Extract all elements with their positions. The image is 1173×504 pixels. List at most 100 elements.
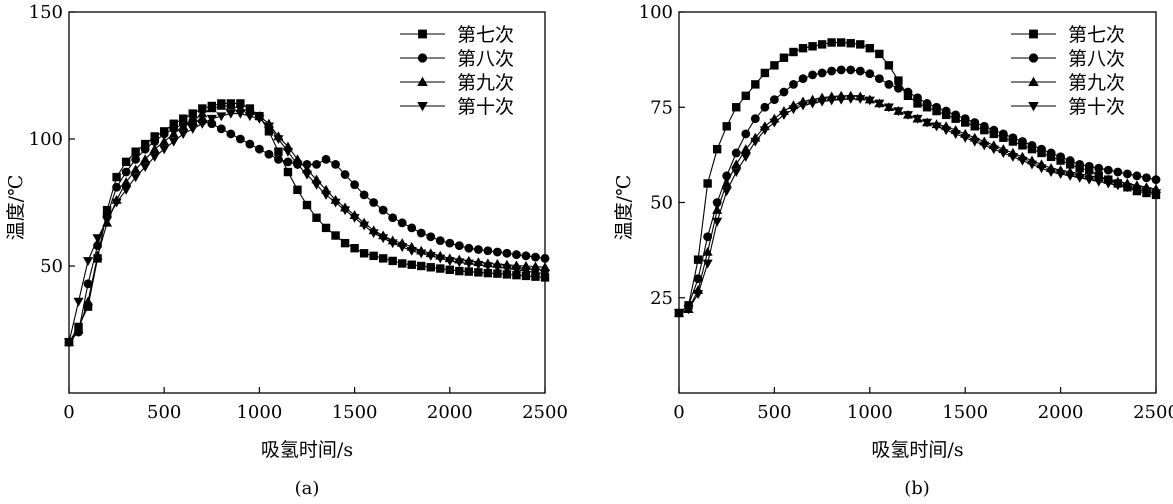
data-point [398,259,407,268]
data-point [178,121,189,131]
data-point [817,40,827,49]
data-point [1084,175,1095,185]
data-point [292,160,303,170]
data-point [83,279,93,289]
data-point [1075,159,1085,169]
data-point [340,170,350,179]
data-point [779,87,789,97]
data-point [321,154,331,164]
data-point [83,296,94,306]
legend-entry: 第十次 [457,96,514,118]
data-point [455,266,464,276]
data-point [865,69,875,79]
x-tick-label: 1500 [332,402,378,423]
data-point [722,122,731,131]
data-point [245,139,255,149]
y-axis-label: 温度/℃ [5,175,27,241]
x-tick-label: 0 [673,402,684,423]
series-eight [674,65,1161,318]
series-line [678,95,1157,314]
data-point [235,109,246,119]
panel-a: 0 500 1000 1500 2000 2500 50 100 150 吸氢时间/s 温度/℃ (a… [5,2,568,499]
data-point [502,270,512,279]
data-point [750,137,761,147]
data-point [817,97,828,107]
data-point [464,243,474,253]
data-point [894,76,903,85]
data-point [454,241,464,251]
data-point [1056,152,1066,162]
data-point [416,249,427,259]
series-nine [673,90,1162,317]
data-point [473,245,483,254]
x-tick-label: 0 [63,402,74,423]
data-point [340,206,351,216]
data-point [140,163,151,172]
x-tick-label: 500 [147,402,181,423]
legend-marker [418,29,427,39]
data-point [769,95,779,105]
x-tick-label: 500 [757,402,791,423]
series-line [68,105,546,343]
data-point [807,99,818,109]
data-point [759,126,770,136]
data-point [855,95,866,104]
data-point [512,250,521,259]
data-point [941,126,952,136]
data-point [331,231,340,240]
data-point [283,157,293,167]
data-point [102,205,112,215]
data-point [407,260,416,269]
data-point [121,177,132,186]
data-point [826,96,837,106]
legend-marker [417,102,428,112]
data-point [1113,167,1123,177]
data-point [368,229,379,239]
legend-marker [1029,29,1038,39]
y-tick-label: 25 [650,288,673,309]
data-point [483,268,493,278]
data-point [63,338,75,348]
legend-marker [417,76,428,86]
data-point [989,125,999,135]
data-point [1037,144,1046,154]
data-point [808,70,817,80]
data-point [112,182,122,192]
data-point [1112,181,1123,191]
data-point [207,119,217,129]
data-point [92,234,103,244]
data-point [520,267,531,277]
data-point [444,257,455,266]
data-point [492,247,502,257]
legend-marker [417,53,428,63]
data-point [941,106,951,116]
data-point [187,125,198,134]
legend-entry: 第九次 [1068,72,1125,94]
data-point [789,47,798,57]
data-point [1150,189,1162,199]
data-point [330,198,341,208]
data-point [254,114,265,124]
legend-marker [1028,76,1039,86]
data-point [350,244,359,253]
data-point [178,130,189,139]
data-point [779,53,789,62]
data-point [1103,165,1113,175]
data-point [874,74,884,84]
data-point [73,297,84,307]
data-point [693,255,703,264]
data-point [397,218,407,228]
data-point [969,137,980,147]
data-point [463,259,474,269]
y-tick-label: 100 [29,129,63,150]
data-point [283,167,293,177]
data-point [770,61,779,70]
data-point [884,79,894,89]
data-point [1026,160,1038,170]
data-point [778,111,789,120]
y-axis-label: 温度/℃ [613,175,635,241]
data-point [865,43,874,53]
legend-entry: 第九次 [457,72,514,94]
